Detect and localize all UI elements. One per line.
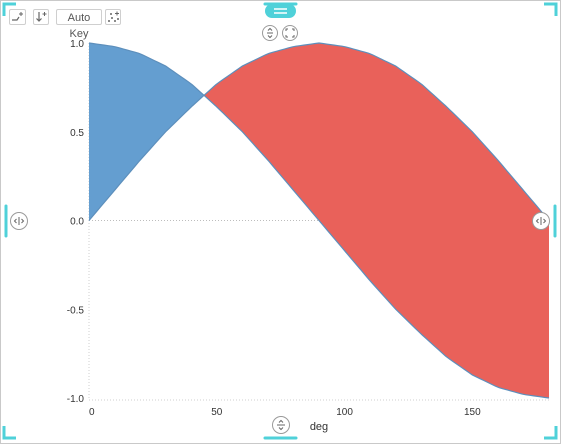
x-tick-label: 150	[464, 407, 481, 418]
y-tick-label: -0.5	[67, 305, 85, 316]
right-split-button[interactable]	[532, 212, 550, 230]
corner-top-right	[544, 2, 558, 16]
area-band-above	[89, 43, 204, 221]
y-tick-label: 0.5	[70, 128, 84, 139]
series-lines	[88, 42, 550, 399]
y-tick-label: -1.0	[67, 394, 85, 405]
expand-button[interactable]	[282, 25, 298, 41]
corner-brackets	[2, 2, 558, 440]
series-line-2	[88, 42, 550, 399]
split-vertical-icon	[267, 27, 273, 39]
scatter-add-button[interactable]	[105, 9, 121, 25]
trend-add-button[interactable]	[9, 9, 26, 25]
y-tick-label: 0.0	[70, 217, 84, 228]
bottom-split-button[interactable]	[272, 416, 290, 434]
auto-key-label: Auto Key	[67, 12, 91, 40]
split-horizontal-icon	[535, 217, 547, 225]
drag-handle-icon	[274, 8, 287, 14]
x-tick-label: 100	[336, 407, 353, 418]
x-axis-title: deg	[310, 421, 328, 433]
corner-bottom-right	[544, 426, 558, 440]
scatter-add-icon	[108, 11, 119, 22]
y-tick-label: 1.0	[70, 39, 84, 50]
auto-key-button[interactable]: Auto Key	[56, 9, 102, 40]
split-vertical-icon	[277, 419, 285, 431]
sort-add-button[interactable]	[33, 9, 49, 25]
expand-icon	[285, 28, 295, 38]
x-tick-label: 50	[211, 407, 223, 418]
series-line-1	[88, 42, 550, 221]
split-horizontal-icon	[13, 217, 25, 225]
x-tick-label: 0	[89, 407, 95, 418]
split-vertical-button[interactable]	[262, 25, 278, 41]
trend-add-icon	[12, 12, 23, 21]
drag-handle-button[interactable]	[265, 4, 296, 18]
corner-bottom-left	[2, 426, 16, 440]
corner-top-left	[2, 2, 16, 16]
area-band-below	[204, 43, 549, 398]
tick-labels: 1.0 0.5 0.0 -0.5 -1.0 0 50 100 150	[67, 39, 481, 418]
area-series	[89, 43, 549, 398]
left-split-button[interactable]	[10, 212, 28, 230]
sort-add-icon	[36, 12, 47, 22]
